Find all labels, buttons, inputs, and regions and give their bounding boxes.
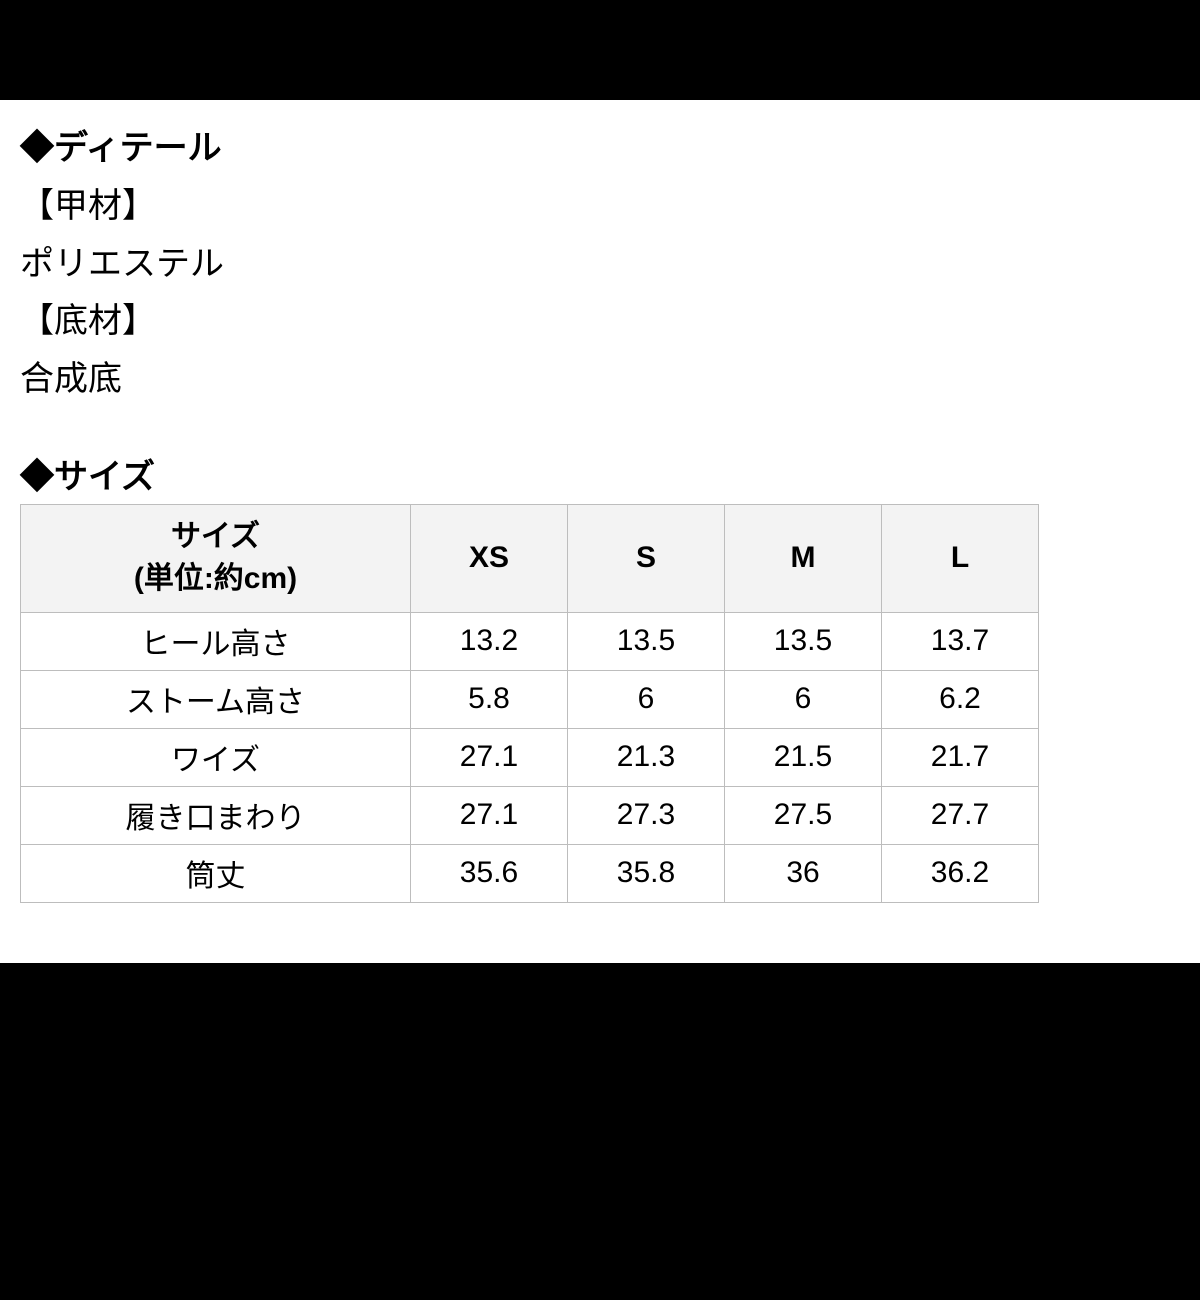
cell: 13.5 (568, 612, 725, 670)
size-col-header: M (725, 504, 882, 612)
size-table: サイズ (単位:約cm) XS S M L ヒール高さ 13.2 13.5 13… (20, 504, 1039, 903)
cell: 27.7 (882, 786, 1039, 844)
cell: 36 (725, 844, 882, 902)
cell: 35.8 (568, 844, 725, 902)
table-row: ストーム高さ 5.8 6 6 6.2 (21, 670, 1039, 728)
table-row: ワイズ 27.1 21.3 21.5 21.7 (21, 728, 1039, 786)
upper-material-label: 【甲材】 (20, 178, 1180, 236)
cell: 27.1 (411, 786, 568, 844)
cell: 21.5 (725, 728, 882, 786)
cell: 21.3 (568, 728, 725, 786)
cell: 35.6 (411, 844, 568, 902)
size-table-header-label-line1: サイズ (171, 520, 260, 553)
size-col-header: XS (411, 504, 568, 612)
cell: 13.7 (882, 612, 1039, 670)
sole-material-label: 【底材】 (20, 293, 1180, 351)
cell: 6 (725, 670, 882, 728)
cell: 6.2 (882, 670, 1039, 728)
cell: 13.5 (725, 612, 882, 670)
table-row: ヒール高さ 13.2 13.5 13.5 13.7 (21, 612, 1039, 670)
row-label: 履き口まわり (21, 786, 411, 844)
table-row: 筒丈 35.6 35.8 36 36.2 (21, 844, 1039, 902)
row-label: ヒール高さ (21, 612, 411, 670)
cell: 6 (568, 670, 725, 728)
row-label: 筒丈 (21, 844, 411, 902)
cell: 27.3 (568, 786, 725, 844)
cell: 27.5 (725, 786, 882, 844)
cell: 5.8 (411, 670, 568, 728)
table-row: 履き口まわり 27.1 27.3 27.5 27.7 (21, 786, 1039, 844)
size-col-header: S (568, 504, 725, 612)
content-area: ◆ディテール 【甲材】 ポリエステル 【底材】 合成底 ◆サイズ サイズ (単位… (0, 100, 1200, 963)
upper-material-value: ポリエステル (20, 236, 1180, 294)
size-table-header-label: サイズ (単位:約cm) (21, 504, 411, 612)
cell: 21.7 (882, 728, 1039, 786)
size-table-header-label-line2: (単位:約cm) (134, 562, 297, 595)
detail-heading: ◆ディテール (20, 120, 1180, 178)
sole-material-value: 合成底 (20, 351, 1180, 409)
cell: 13.2 (411, 612, 568, 670)
row-label: ストーム高さ (21, 670, 411, 728)
size-col-header: L (882, 504, 1039, 612)
cell: 36.2 (882, 844, 1039, 902)
size-table-header-row: サイズ (単位:約cm) XS S M L (21, 504, 1039, 612)
detail-block: ◆ディテール 【甲材】 ポリエステル 【底材】 合成底 (20, 120, 1180, 409)
size-heading: ◆サイズ (20, 449, 1180, 498)
row-label: ワイズ (21, 728, 411, 786)
cell: 27.1 (411, 728, 568, 786)
